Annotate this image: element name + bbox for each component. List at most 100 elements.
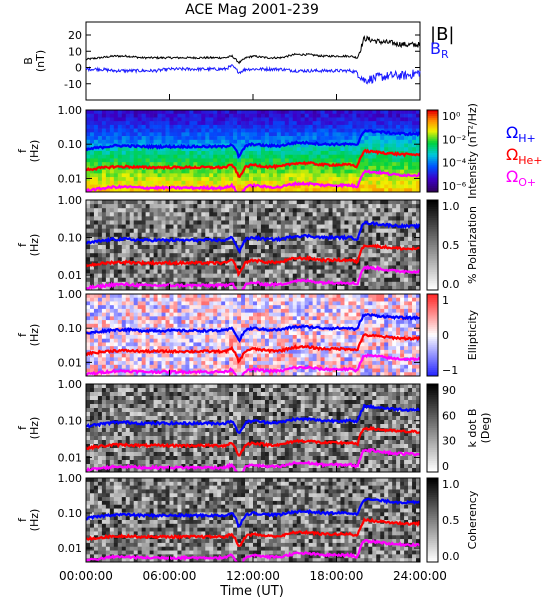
- heatmap-cell: [292, 269, 298, 274]
- heatmap-cell: [256, 139, 262, 144]
- heatmap-cell: [352, 228, 357, 234]
- heatmap-cell: [264, 361, 270, 366]
- heatmap-cell: [137, 147, 142, 152]
- heatmap-cell: [213, 180, 218, 185]
- heatmap-cell: [125, 180, 131, 185]
- heatmap-cell: [288, 158, 294, 163]
- heatmap-cell: [201, 273, 206, 279]
- heatmap-cell: [340, 154, 345, 159]
- heatmap-cell: [404, 147, 409, 152]
- heatmap-cell: [181, 117, 186, 122]
- heatmap-cell: [89, 204, 95, 209]
- heatmap-cell: [149, 124, 154, 129]
- heatmap-cell: [304, 132, 309, 137]
- heatmap-cell: [97, 117, 103, 122]
- heatmap-cell: [249, 273, 254, 279]
- heatmap-cell: [217, 128, 222, 133]
- heatmap-cell: [137, 294, 142, 299]
- heatmap-cell: [328, 265, 333, 270]
- heatmap-cell: [404, 180, 409, 185]
- heatmap-cell: [185, 240, 190, 246]
- heatmap-cell: [268, 316, 274, 321]
- heatmap-cell: [93, 301, 99, 306]
- heatmap-cell: [412, 285, 417, 290]
- heatmap-cell: [101, 342, 107, 347]
- heatmap-cell: [105, 273, 111, 279]
- heatmap-cell: [197, 364, 202, 369]
- heatmap-cell: [336, 165, 341, 170]
- heatmap-cell: [149, 200, 154, 205]
- heatmap-cell: [113, 353, 119, 358]
- heatmap-cell: [280, 240, 286, 246]
- heatmap-cell: [237, 110, 242, 115]
- heatmap-cell: [133, 228, 138, 234]
- heatmap-cell: [221, 338, 226, 343]
- heatmap-cell: [229, 357, 234, 362]
- heatmap-cell: [380, 121, 385, 126]
- heatmap-cell: [129, 110, 135, 115]
- heatmap-cell: [133, 316, 138, 321]
- heatmap-cell: [149, 136, 154, 141]
- heatmap-cell: [253, 342, 258, 347]
- heatmap-cell: [233, 312, 238, 317]
- heatmap-cell: [241, 269, 246, 274]
- heatmap-cell: [380, 240, 385, 246]
- heatmap-cell: [93, 212, 99, 217]
- heatmap-cell: [336, 110, 341, 115]
- heatmap-cell: [181, 232, 186, 238]
- heatmap-cell: [280, 136, 286, 141]
- heatmap-cell: [185, 124, 190, 129]
- heatmap-cell: [229, 372, 234, 376]
- heatmap-cell: [129, 139, 135, 144]
- heatmap-cell: [288, 169, 294, 174]
- heatmap-cell: [86, 228, 91, 234]
- heatmap-cell: [384, 200, 389, 205]
- heatmap-cell: [145, 136, 150, 141]
- heatmap-cell: [372, 257, 377, 262]
- heatmap-cell: [113, 308, 119, 313]
- heatmap-cell: [113, 335, 119, 340]
- heatmap-cell: [149, 297, 154, 302]
- heatmap-cell: [105, 158, 111, 163]
- heatmap-cell: [129, 301, 135, 306]
- heatmap-cell: [376, 232, 381, 238]
- heatmap-cell: [101, 338, 107, 343]
- heatmap-cell: [209, 162, 214, 167]
- heatmap-cell: [213, 212, 218, 217]
- heatmap-cell: [109, 240, 115, 246]
- heatmap-cell: [372, 253, 377, 258]
- heatmap-cell: [86, 327, 91, 332]
- heatmap-cell: [137, 232, 142, 238]
- heatmap-cell: [109, 301, 115, 306]
- heatmap-cell: [372, 212, 377, 217]
- heatmap-cell: [173, 110, 178, 115]
- heatmap-cell: [233, 132, 238, 137]
- heatmap-cell: [97, 308, 103, 313]
- heatmap-cell: [185, 158, 190, 163]
- ytick-label: 0.10: [58, 138, 83, 151]
- heatmap-cell: [205, 180, 210, 185]
- heatmap-cell: [324, 169, 329, 174]
- heatmap-cell: [133, 212, 138, 217]
- heatmap-cell: [340, 245, 345, 250]
- heatmap-cell: [221, 240, 226, 246]
- heatmap-cell: [376, 147, 381, 152]
- heatmap-cell: [86, 294, 91, 299]
- heatmap-cell: [109, 269, 115, 274]
- heatmap-cell: [280, 301, 286, 306]
- heatmap-cell: [109, 257, 115, 262]
- heatmap-cell: [149, 265, 154, 270]
- heatmap-cell: [276, 257, 282, 262]
- heatmap-cell: [149, 236, 154, 242]
- heatmap-cell: [300, 245, 305, 250]
- heatmap-cell: [308, 151, 313, 156]
- heatmap-cell: [412, 220, 417, 225]
- heatmap-cell: [177, 316, 182, 321]
- colorbar-swatch: [427, 251, 438, 255]
- heatmap-cell: [249, 124, 254, 129]
- heatmap-cell: [400, 285, 405, 290]
- heatmap-cell: [288, 281, 294, 287]
- heatmap-cell: [213, 147, 218, 152]
- heatmap-cell: [113, 132, 119, 137]
- heatmap-cell: [304, 281, 309, 287]
